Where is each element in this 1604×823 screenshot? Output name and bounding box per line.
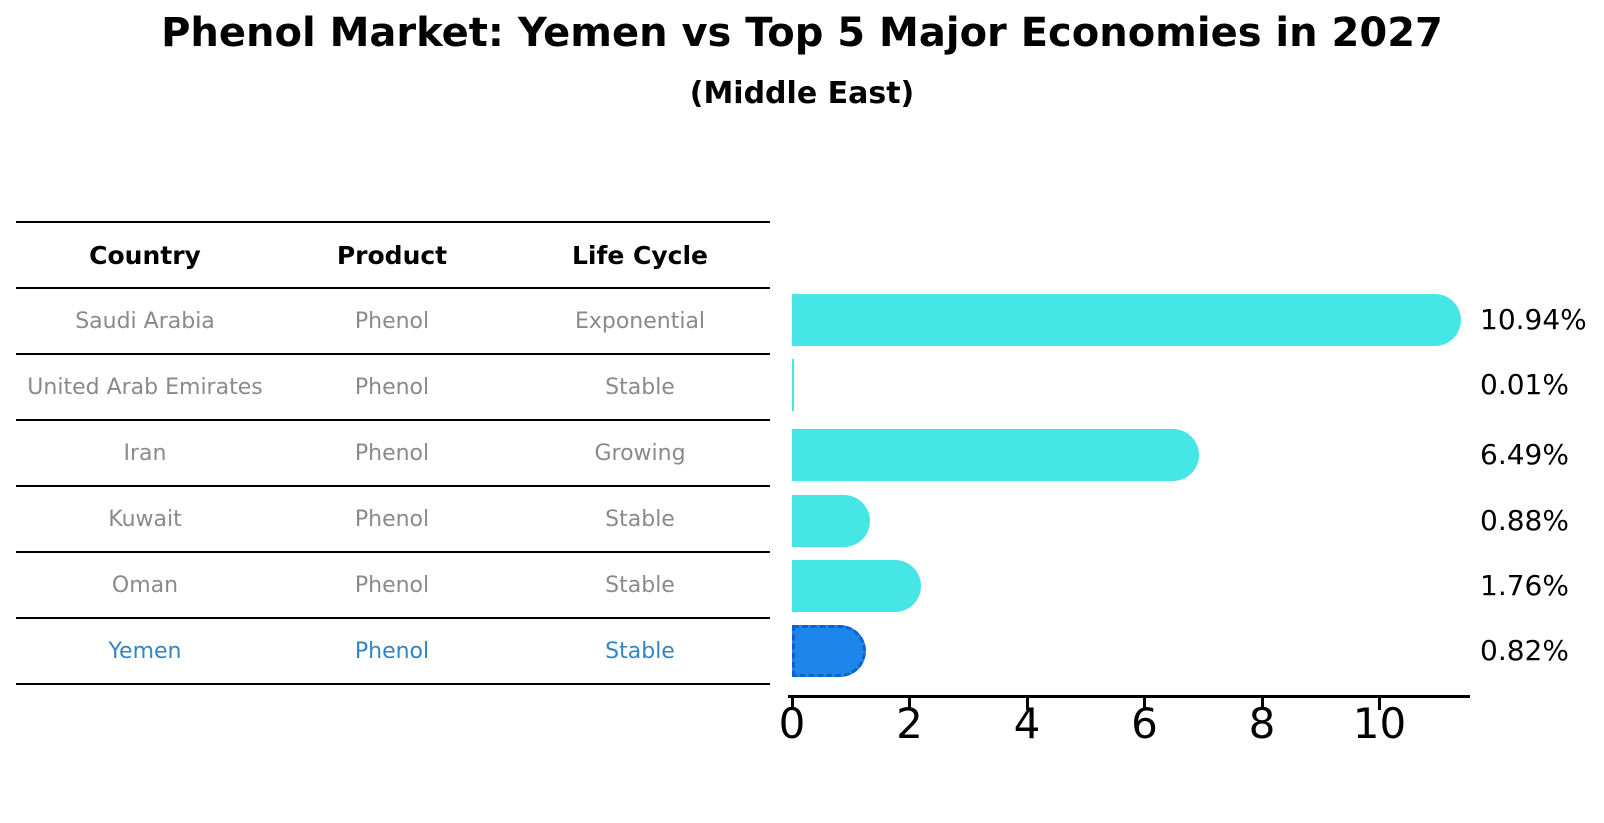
- value-label: 1.76%: [1480, 569, 1569, 602]
- table-row: Oman Phenol Stable: [16, 553, 770, 619]
- table-cell-product: Phenol: [354, 374, 430, 400]
- table-header-country: Country: [89, 240, 201, 270]
- value-label: 10.94%: [1480, 303, 1587, 336]
- table-cell-life_cycle: Stable: [605, 638, 675, 664]
- table-cell-product: Phenol: [354, 638, 430, 664]
- table-row: Iran Phenol Growing: [16, 421, 770, 487]
- comparison-table: Country Product Life Cycle Saudi Arabia Phe…: [16, 221, 770, 685]
- table-header-product: Product: [336, 240, 448, 270]
- table-row: Kuwait Phenol Stable: [16, 487, 770, 553]
- x-axis-tick-mark: [790, 698, 794, 710]
- table-cell-country: Saudi Arabia: [75, 308, 215, 334]
- x-axis-tick-mark: [1260, 698, 1264, 710]
- value-label: 6.49%: [1480, 438, 1569, 471]
- table-cell-product: Phenol: [354, 572, 430, 598]
- x-axis-tick-label: 0: [778, 699, 806, 748]
- table-header-row: Country Product Life Cycle: [16, 221, 770, 289]
- table-row: Yemen Phenol Stable: [16, 619, 770, 685]
- x-axis-line: [788, 695, 1470, 698]
- table-cell-life_cycle: Stable: [605, 506, 675, 532]
- table-cell-country: Kuwait: [108, 506, 182, 532]
- x-axis-tick-mark: [1143, 698, 1146, 710]
- table-cell-product: Phenol: [354, 506, 430, 532]
- value-label: 0.82%: [1480, 634, 1569, 667]
- table-cell-product: Phenol: [354, 440, 430, 466]
- x-axis-tick-label: 8: [1248, 699, 1276, 748]
- x-axis-tick-mark: [1378, 698, 1381, 710]
- table-cell-life_cycle: Exponential: [574, 308, 706, 334]
- table-row: United Arab Emirates Phenol Stable: [16, 355, 770, 421]
- chart-subtitle: (Middle East): [689, 76, 915, 111]
- table-header-life-cycle: Life Cycle: [571, 240, 709, 270]
- table-cell-country: United Arab Emirates: [27, 374, 263, 400]
- x-axis-tick-label: 10: [1352, 699, 1407, 748]
- x-axis-tick-label: 6: [1131, 699, 1158, 748]
- x-axis-tick-label: 2: [896, 699, 923, 748]
- x-axis-tick-mark: [1025, 698, 1029, 710]
- value-label: 0.88%: [1480, 504, 1569, 537]
- chart-title: Phenol Market: Yemen vs Top 5 Major Econ…: [161, 10, 1443, 56]
- bar-kuwait: [792, 495, 870, 547]
- bar-iran: [792, 429, 1199, 481]
- table-body: Saudi Arabia Phenol Exponential United Arab…: [16, 289, 770, 685]
- bar-saudi-arabia: [792, 294, 1461, 346]
- bar-united-arab-emirates: [792, 359, 794, 411]
- x-axis-tick-label: 4: [1013, 699, 1041, 748]
- bar-yemen: [792, 625, 866, 677]
- table-cell-life_cycle: Stable: [605, 374, 675, 400]
- bar-oman: [792, 560, 921, 612]
- table-cell-country: Yemen: [108, 638, 182, 664]
- table-cell-life_cycle: Stable: [605, 572, 675, 598]
- table-cell-life_cycle: Growing: [594, 440, 686, 466]
- table-cell-product: Phenol: [354, 308, 430, 334]
- x-axis-tick-mark: [908, 698, 911, 710]
- value-label: 0.01%: [1480, 368, 1569, 401]
- table-row: Saudi Arabia Phenol Exponential: [16, 289, 770, 355]
- table-cell-country: Oman: [111, 572, 179, 598]
- table-cell-country: Iran: [123, 440, 167, 466]
